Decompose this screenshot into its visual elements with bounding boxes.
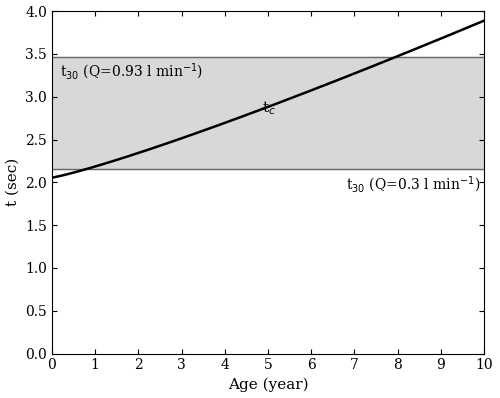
Text: t$_{30}$ (Q=0.93 l min$^{-1}$): t$_{30}$ (Q=0.93 l min$^{-1}$) xyxy=(60,62,204,82)
Text: t$_c$: t$_c$ xyxy=(262,99,276,117)
Y-axis label: t (sec): t (sec) xyxy=(6,158,20,207)
Text: t$_{30}$ (Q=0.3 l min$^{-1}$): t$_{30}$ (Q=0.3 l min$^{-1}$) xyxy=(346,174,480,195)
X-axis label: Age (year): Age (year) xyxy=(228,378,308,392)
